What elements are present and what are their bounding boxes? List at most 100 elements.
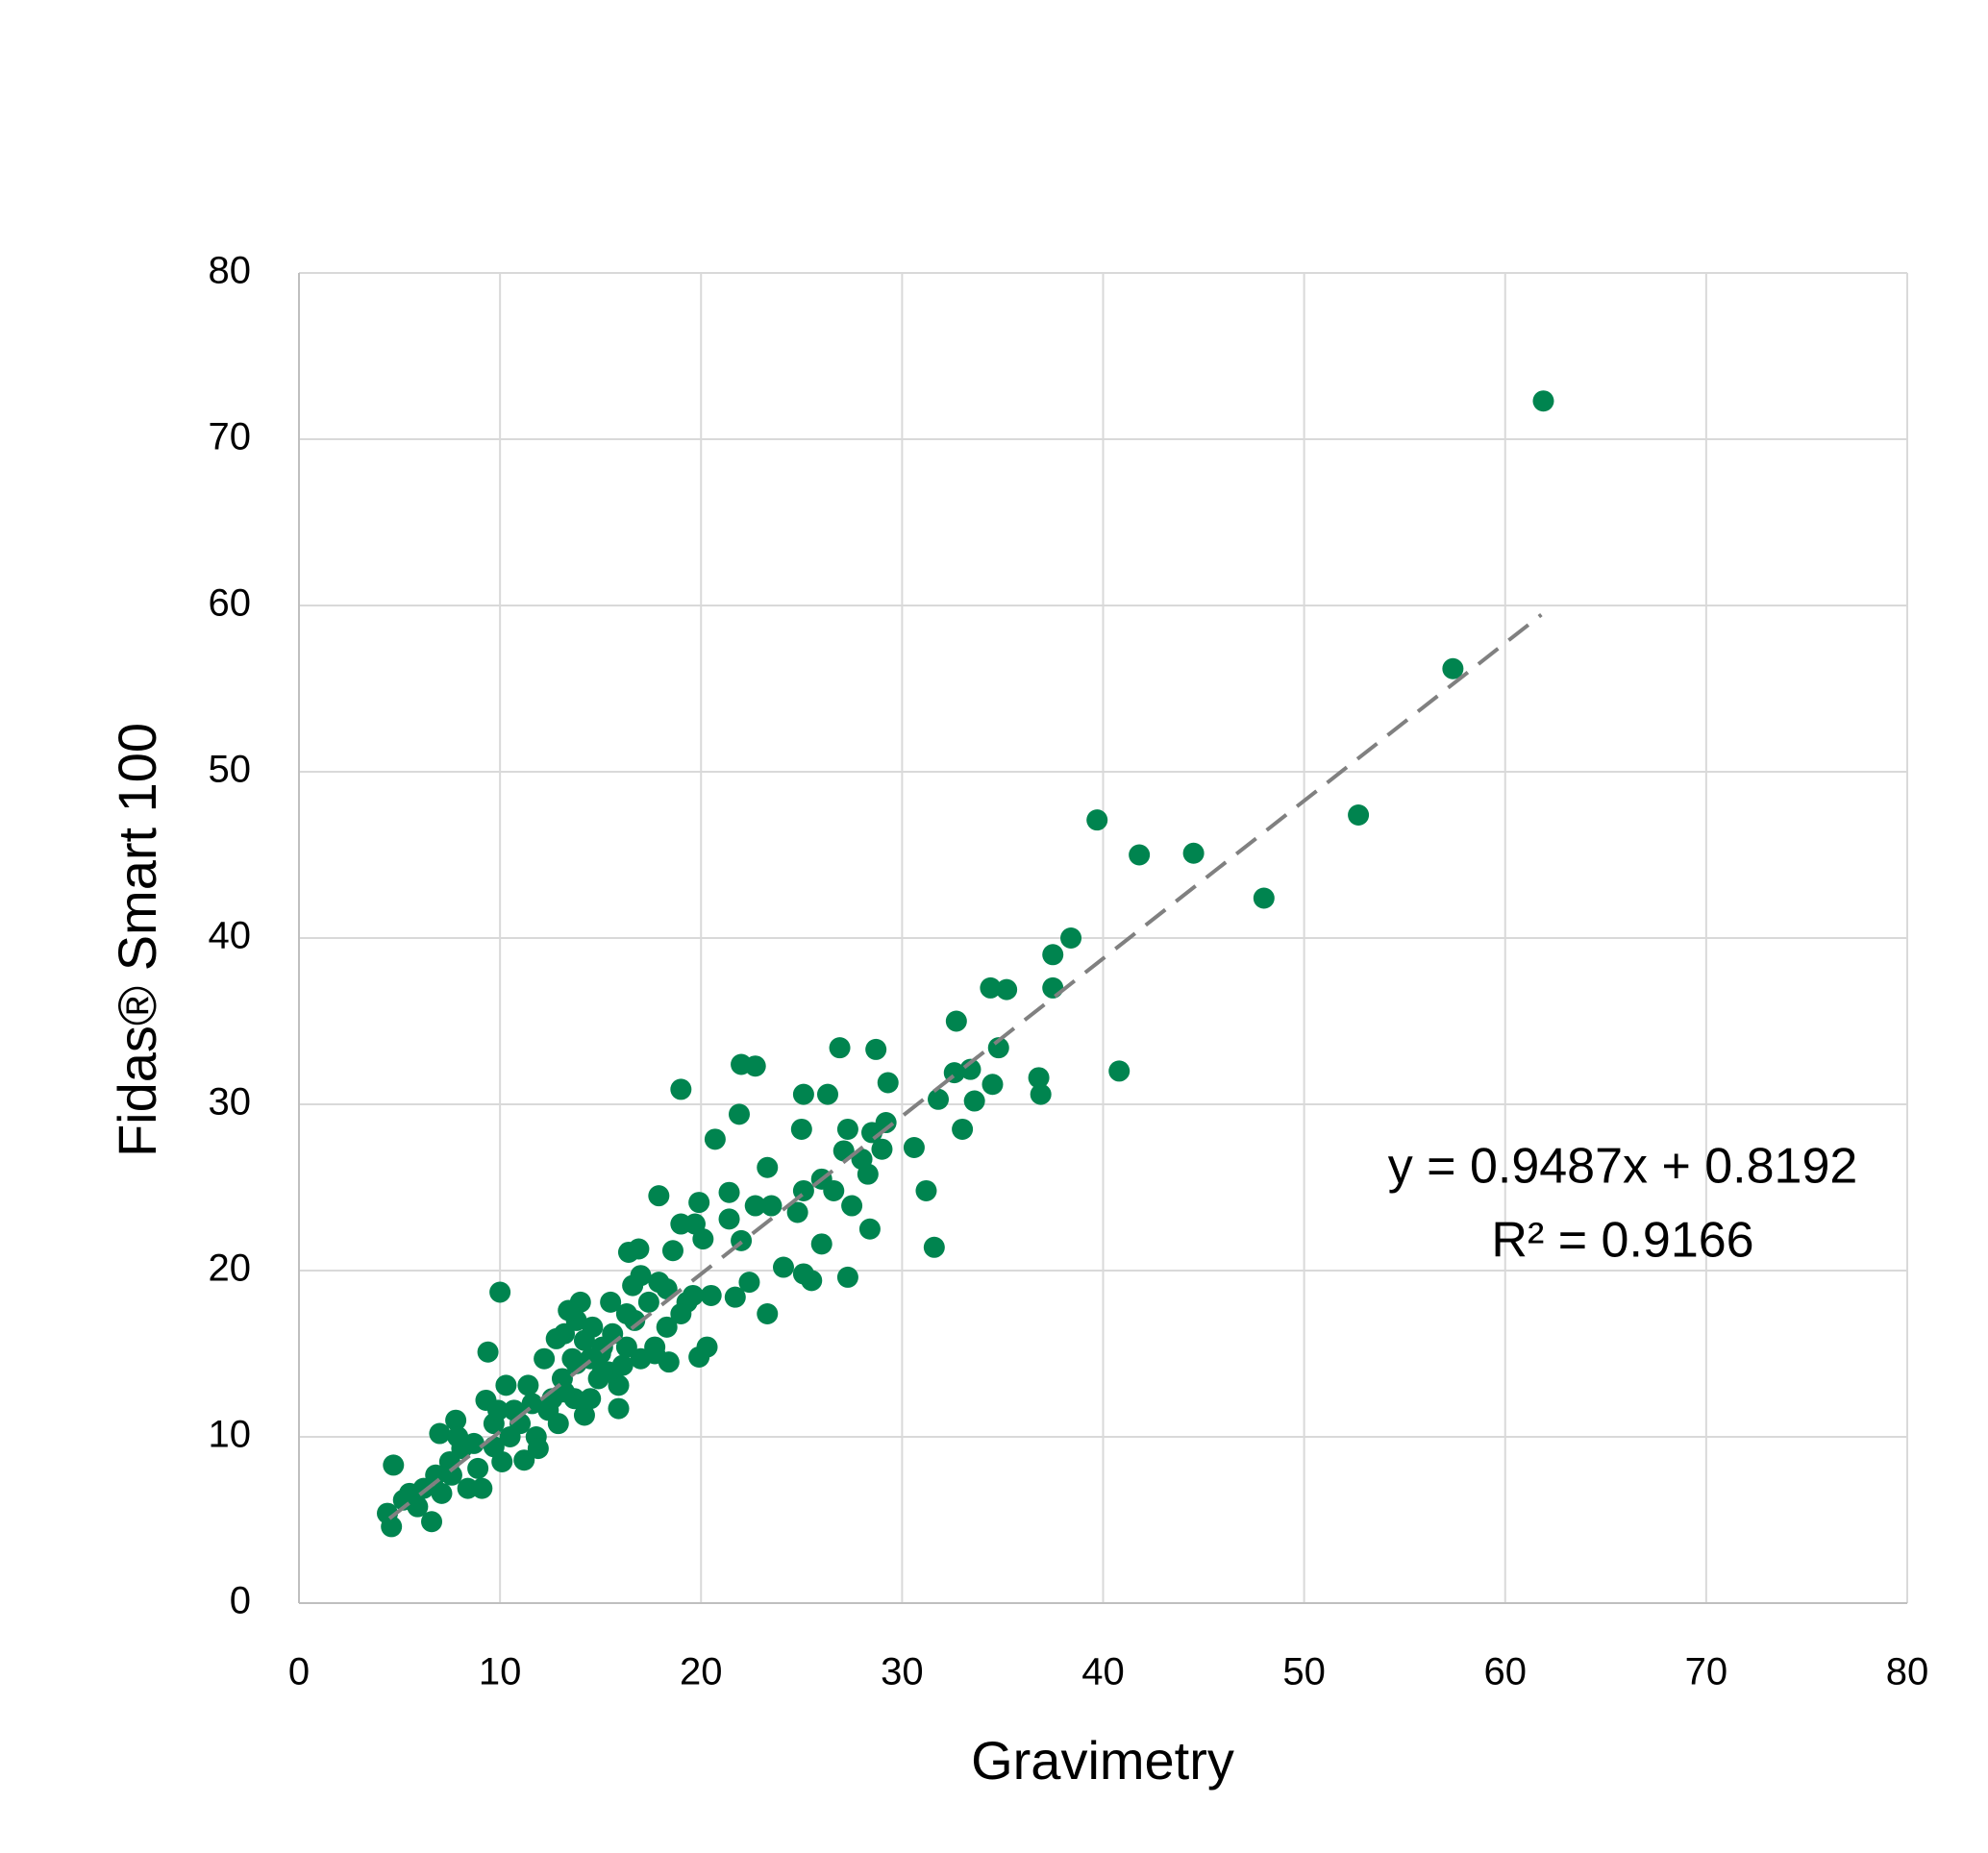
point [816,1083,838,1105]
point [1348,803,1370,826]
point [1442,657,1464,679]
point [600,1291,622,1313]
point [718,1208,740,1230]
point [728,1103,750,1125]
point [656,1316,678,1338]
y-tick-label: 70 [209,416,252,458]
point [471,1477,493,1499]
point [421,1511,443,1533]
point [738,1272,760,1294]
point [517,1374,539,1396]
point [1108,1060,1131,1082]
point [545,1327,567,1349]
y-tick-label: 30 [209,1081,252,1124]
point [858,1218,881,1240]
point [615,1336,637,1358]
point [582,1316,604,1338]
point [495,1374,517,1396]
point [617,1241,639,1263]
point [928,1088,950,1110]
point [792,1083,814,1105]
point [829,1037,851,1059]
x-tick-label: 40 [1081,1651,1125,1693]
point [704,1128,726,1150]
point [534,1347,556,1370]
point [980,976,1002,999]
point [608,1397,630,1420]
point [554,1381,576,1403]
point [1042,976,1064,999]
annotation: y = 0.9487x + 0.8192 [1388,1139,1858,1195]
point [644,1343,666,1365]
point [857,1163,879,1185]
y-axis-title: Fidas® Smart 100 [107,723,167,1157]
y-tick-label: 10 [209,1414,252,1456]
x-tick-label: 60 [1484,1651,1528,1693]
point [624,1309,646,1331]
annotation: R² = 0.9166 [1491,1213,1753,1269]
point [1086,809,1108,831]
point [425,1464,447,1486]
point [744,1195,766,1217]
point [622,1274,644,1297]
trendline [387,612,1543,1520]
y-tick-label: 0 [230,1580,251,1622]
point [744,1055,766,1077]
point [445,1409,467,1431]
point [1182,842,1205,864]
point [477,1341,499,1363]
point [670,1213,692,1235]
point [757,1302,779,1324]
point [383,1454,405,1476]
x-tick-label: 10 [479,1651,522,1693]
point [1028,1067,1050,1089]
point [982,1074,1004,1096]
point [429,1422,451,1445]
point [810,1233,832,1255]
point [952,1118,974,1140]
x-tick-label: 0 [288,1651,310,1693]
point [945,1010,967,1032]
point [836,1118,858,1140]
y-tick-label: 60 [209,582,252,625]
point [987,1037,1009,1059]
point [1532,390,1554,412]
x-tick-label: 50 [1282,1651,1326,1693]
point [656,1278,678,1300]
point [836,1266,858,1288]
point [692,1228,714,1250]
x-tick-label: 20 [680,1651,723,1693]
point [915,1179,937,1201]
point [792,1263,814,1285]
point [959,1058,982,1080]
point [467,1457,489,1479]
point [637,1291,659,1313]
x-tick-label: 70 [1685,1651,1728,1693]
point [407,1495,429,1518]
point [996,978,1018,1001]
point [670,1078,692,1100]
point [786,1201,808,1223]
point [670,1302,692,1324]
point [790,1118,812,1140]
point [923,1236,945,1258]
point [513,1449,535,1471]
x-axis-title: Gravimetry [971,1730,1234,1791]
point [611,1354,634,1376]
point [431,1482,453,1504]
point [1030,1083,1052,1105]
point [580,1388,602,1410]
point [489,1281,511,1303]
point [487,1399,509,1421]
point [591,1361,613,1383]
point [483,1436,505,1458]
point [440,1464,462,1486]
point [573,1404,595,1426]
point [1060,927,1082,949]
point [696,1336,718,1358]
y-tick-label: 20 [209,1248,252,1290]
point [865,1038,887,1060]
